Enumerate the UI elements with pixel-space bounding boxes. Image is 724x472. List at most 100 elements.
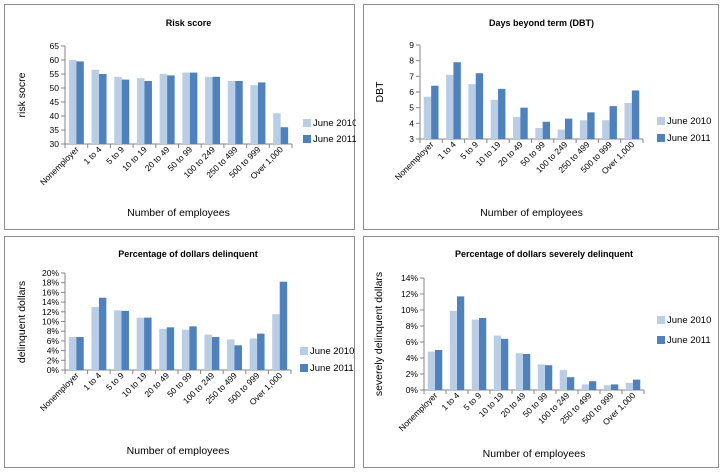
x-axis-label: Number of employees [127, 207, 230, 219]
bar-june-2010 [602, 120, 610, 139]
y-tick-label: 10% [401, 305, 418, 315]
y-tick-label: 50 [50, 83, 60, 93]
legend-swatch-june-2011 [657, 134, 665, 142]
bar-june-2011 [76, 61, 84, 144]
chart-panel-dollars-severely-delinquent: Percentage of dollars severely delinquen… [363, 236, 719, 468]
bar-june-2011 [99, 74, 107, 144]
y-tick-label: 6% [47, 336, 60, 346]
y-axis-label: severely delinquent dollars [373, 272, 385, 396]
bar-june-2011 [121, 310, 129, 370]
bar-june-2011 [498, 88, 506, 139]
bar-june-2010 [468, 84, 476, 139]
x-tick-label: 1 to 4 [439, 390, 461, 412]
bar-june-2010 [446, 74, 454, 139]
y-tick-label: 8 [409, 56, 414, 66]
y-tick-label: 6% [406, 337, 419, 347]
legend-label-june-2010: June 2010 [310, 346, 354, 357]
legend-swatch-june-2011 [300, 364, 308, 372]
y-tick-label: 2% [406, 369, 419, 379]
legend-label-june-2011: June 2011 [667, 133, 711, 144]
bar-june-2010 [512, 117, 521, 139]
bar-june-2010 [625, 382, 633, 390]
legend-swatch-june-2010 [300, 347, 308, 355]
bar-june-2011 [435, 350, 443, 390]
bar-june-2011 [564, 118, 573, 139]
bar-june-2011 [520, 107, 528, 139]
x-tick-label: Nonemployer [397, 390, 440, 433]
chart-title: Days beyond term (DBT) [489, 18, 594, 28]
bar-june-2011 [167, 75, 175, 144]
bar-june-2010 [272, 314, 280, 370]
bar-june-2010 [579, 120, 588, 139]
bar-june-2010 [205, 76, 213, 144]
bar-june-2011 [611, 384, 619, 390]
bar-june-2011 [121, 79, 130, 144]
legend-label-june-2011: June 2011 [313, 134, 356, 145]
bar-june-2010 [159, 328, 167, 370]
bar-june-2011 [76, 337, 84, 370]
y-tick-label: 14% [42, 297, 59, 307]
bar-june-2010 [273, 113, 281, 144]
y-tick-label: 4% [406, 353, 419, 363]
y-tick-label: 12% [401, 289, 418, 299]
y-tick-label: 9 [409, 40, 414, 50]
legend-swatch-june-2010 [303, 119, 311, 127]
x-tick-label: Nonemployer [38, 370, 81, 413]
bar-june-2010 [535, 128, 543, 139]
legend-label-june-2010: June 2010 [667, 116, 711, 127]
y-tick-label: 30 [50, 139, 60, 149]
bar-june-2011 [545, 365, 553, 390]
y-tick-label: 35 [50, 125, 60, 135]
legend-label-june-2010: June 2010 [313, 118, 356, 129]
y-axis-label: DBT [374, 81, 386, 103]
bar-june-2010 [603, 385, 611, 390]
bar-june-2010 [449, 310, 457, 390]
chart-panel-dbt: Days beyond term (DBT) 3 4 5 6 7 8 9 Nonemployer… [363, 4, 719, 230]
legend-label-june-2011: June 2011 [310, 363, 354, 374]
x-tick-label: Nonemployer [38, 144, 81, 187]
bar-june-2011 [523, 354, 531, 390]
y-axis-label: delinquent dollars [16, 281, 28, 363]
y-tick-label: 4% [47, 346, 60, 356]
x-tick-label: 1 to 4 [81, 144, 103, 166]
bar-june-2011 [587, 112, 595, 139]
bar-june-2010 [490, 99, 499, 139]
bar-june-2011 [431, 85, 439, 139]
bar-june-2010 [250, 85, 258, 144]
x-axis-label: Number of employees [127, 445, 230, 457]
x-axis-label: Number of employees [480, 207, 583, 219]
bar-june-2011 [235, 81, 243, 144]
bar-june-2011 [257, 82, 266, 144]
bar-june-2010 [557, 129, 565, 139]
y-tick-label: 20% [42, 268, 59, 278]
bar-june-2010 [114, 76, 122, 144]
bar-june-2010 [159, 74, 168, 144]
legend-label-june-2011: June 2011 [667, 335, 711, 346]
bar-june-2010 [91, 69, 100, 144]
x-tick-label: Nonemployer [393, 139, 436, 182]
bar-june-2010 [559, 370, 567, 390]
y-tick-label: 40 [50, 111, 60, 121]
bar-june-2010 [471, 319, 479, 390]
y-axis-label: risk socre [16, 72, 28, 117]
bar-june-2011 [542, 121, 551, 139]
chart-panel-risk-score: Risk score 30 35 40 45 50 55 60 65 Nonemployer 1 t… [4, 4, 356, 230]
y-tick-label: 45 [50, 97, 60, 107]
legend-label-june-2010: June 2010 [667, 315, 711, 326]
bar-june-2010 [136, 317, 145, 370]
chart-svg: Days beyond term (DBT) 3 4 5 6 7 8 9 Nonemployer… [374, 18, 711, 219]
y-tick-label: 16% [42, 287, 59, 297]
bar-june-2011 [144, 81, 152, 144]
y-tick-label: 8% [47, 326, 60, 336]
bar-june-2010 [68, 60, 77, 144]
y-tick-label: 12% [42, 307, 59, 317]
y-tick-label: 8% [406, 321, 419, 331]
bar-june-2010 [581, 384, 589, 390]
bar-june-2010 [227, 81, 236, 144]
bar-june-2010 [204, 334, 212, 370]
legend-swatch-june-2011 [303, 135, 311, 143]
bar-june-2011 [257, 333, 265, 370]
bar-june-2011 [609, 106, 617, 139]
chart-svg: Percentage of dollars delinquent 0%2%4%6%… [16, 249, 354, 457]
y-tick-label: 5 [409, 103, 414, 113]
